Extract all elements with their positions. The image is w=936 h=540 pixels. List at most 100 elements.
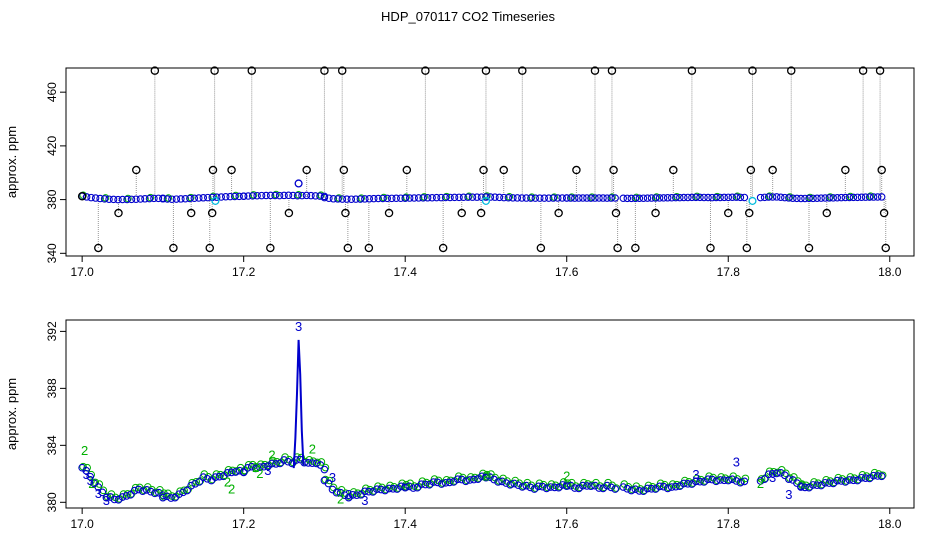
bottom-blue-point [146,487,155,496]
top-blue-point [651,194,660,202]
top-blue-point [663,194,672,202]
top-blue-point [410,194,418,202]
top-panel: 17.0 17.2 17.4 17.6 17.8 18.0 340 380 420 460 ap… [4,66,915,279]
bottom-blue-point [231,468,240,476]
bottom-green-label: 2 [482,469,489,484]
top-green-point [588,193,596,201]
top-blue-point [136,195,145,203]
bottom-blue-point [502,479,511,487]
top-blue-point [595,194,603,202]
top-blue-point [284,191,293,200]
bottom-blue-point [469,475,478,484]
top-raw-point [384,208,394,218]
top-blue-point [266,191,275,200]
top-blue-point [688,193,696,202]
bottom-blue-point [728,475,737,484]
top-green-point [357,194,366,202]
top-raw-point [609,165,618,175]
bottom-blue-point [579,481,587,490]
bottom-blue-point [486,473,494,481]
bottom-blue-point [809,481,817,489]
top-blue-point [239,192,248,200]
top-y-axis: 340 380 420 460 [45,82,66,263]
bottom-blue-point [312,459,321,468]
top-blue-point [554,194,562,202]
top-blue-point [760,193,769,202]
top-y-tick-label: 420 [45,136,59,156]
bottom-blue-point [784,475,793,483]
bottom-blue-label: 3 [769,470,776,485]
top-blue-point [473,193,481,201]
top-blue-point [603,194,611,202]
bottom-y-axis: 380 384 388 392 [45,321,66,512]
top-blue-point [405,194,414,202]
top-blue-point [704,193,712,202]
top-plot-area [77,66,890,253]
bottom-blue-point [720,476,729,485]
top-blue-point [302,191,311,200]
top-blue-point [419,194,427,202]
top-blue-point [732,193,741,201]
bottom-blue-point [716,476,725,484]
top-green-point [146,193,155,202]
bottom-blue-point [841,478,850,486]
top-blue-point [163,195,172,203]
bottom-blue-point [122,492,131,500]
bottom-blue-point [595,484,603,492]
top-blue-point [817,194,825,202]
bottom-blue-point [308,459,317,467]
top-blue-point [684,193,692,202]
top-green-point [79,191,87,199]
top-blue-point [793,194,801,203]
top-blue-point [571,194,579,202]
top-raw-point [669,165,678,175]
bottom-green-point [773,468,782,477]
top-blue-point [221,193,230,201]
top-y-tick-label: 340 [45,243,59,263]
bottom-blue-point [562,482,571,491]
top-raw-point [247,66,257,75]
bottom-blue-point [877,472,886,481]
top-blue-point [275,191,284,200]
top-raw-point [302,165,311,175]
top-x-tick-label: 17.8 [717,265,741,279]
bottom-blue-point [623,484,632,493]
top-green-point [187,193,195,202]
bottom-x-axis: 17.0 17.2 17.4 17.6 17.8 18.0 [70,508,902,531]
bottom-green-label: 2 [268,447,275,462]
top-blue-point [611,194,619,202]
bottom-blue-point [138,487,147,496]
top-x-tick-label: 18.0 [878,265,902,279]
bottom-green-point [103,492,112,501]
bottom-blue-point [110,495,119,504]
top-blue-point [329,195,338,203]
bottom-blue-point [381,486,389,495]
top-blue-point [655,194,664,202]
top-x-tick-label: 17.6 [555,265,579,279]
top-blue-point [168,195,176,203]
top-raw-point [208,165,218,175]
top-blue-point [311,192,320,200]
top-blue-point [692,193,700,202]
bottom-blue-point [304,458,313,467]
bottom-blue-point [445,478,454,487]
top-green-point [465,192,473,200]
bottom-blue-point [175,490,183,499]
bottom-green-label: 2 [757,476,764,491]
top-blue-point [756,193,765,202]
top-green-point [380,193,388,202]
bottom-blue-point [478,472,486,481]
bottom-blue-point [627,486,636,495]
top-blue-point [374,194,383,203]
bottom-blue-point [873,472,882,480]
top-green-point [272,190,280,199]
top-raw-point [631,243,640,253]
bottom-blue-point [159,491,167,500]
bottom-x-tick-label: 17.6 [555,517,579,531]
top-blue-point [177,195,185,203]
bottom-blue-point [86,472,95,481]
bottom-blue-point [195,478,204,486]
top-blue-point [459,193,468,202]
